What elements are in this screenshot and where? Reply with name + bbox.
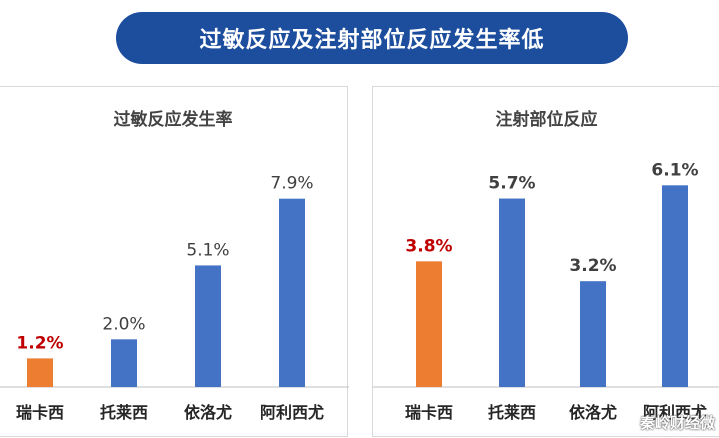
bar-1 — [27, 358, 53, 387]
injection-site-panel: 注射部位反应 3.8% 瑞卡西 5.7% 托莱西 3.2% 依洛尤 6.1% 阿利西尤 — [372, 86, 719, 437]
bar-2 — [499, 198, 525, 387]
category-label: 瑞卡西 — [16, 403, 64, 422]
category-label: 依洛尤 — [184, 403, 232, 422]
data-label: 5.7% — [488, 174, 535, 194]
panel-title: 过敏反应发生率 — [113, 110, 233, 130]
bar-3 — [580, 281, 606, 387]
category-label: 托莱西 — [488, 403, 536, 422]
data-label: 2.0% — [102, 314, 145, 334]
allergy-rate-bar-chart: 1.2% 瑞卡西 2.0% 托莱西 5.1% 依洛尤 7.9% 阿利西尤 — [0, 174, 349, 422]
data-label: 5.1% — [186, 240, 229, 260]
bar-4 — [662, 185, 688, 387]
allergy-rate-panel: 过敏反应发生率 1.2% 瑞卡西 2.0% 托莱西 5.1% 依洛尤 7.9% 阿利西尤 — [0, 86, 349, 437]
category-label: 依洛尤 — [569, 403, 617, 422]
injection-site-bar-chart: 3.8% 瑞卡西 5.7% 托莱西 3.2% 依洛尤 6.1% 阿利西尤 — [373, 160, 719, 422]
category-label: 阿利西尤 — [260, 403, 324, 422]
bar-3 — [195, 265, 221, 387]
category-label: 瑞卡西 — [405, 403, 453, 422]
data-label: 3.2% — [569, 256, 616, 276]
bar-1 — [416, 261, 442, 387]
watermark: 秦岭财经微 — [639, 414, 715, 432]
category-label: 托莱西 — [100, 403, 148, 422]
category-label: 阿利西尤 — [643, 403, 707, 422]
bar-2 — [111, 339, 137, 387]
chart-banner-title: 过敏反应及注射部位反应发生率低 — [116, 12, 628, 64]
data-label: 1.2% — [16, 333, 63, 353]
data-label: 6.1% — [651, 160, 698, 180]
bar-4 — [279, 198, 305, 387]
panel-title: 注射部位反应 — [495, 110, 598, 130]
data-label: 7.9% — [270, 174, 313, 194]
data-label: 3.8% — [405, 236, 452, 256]
